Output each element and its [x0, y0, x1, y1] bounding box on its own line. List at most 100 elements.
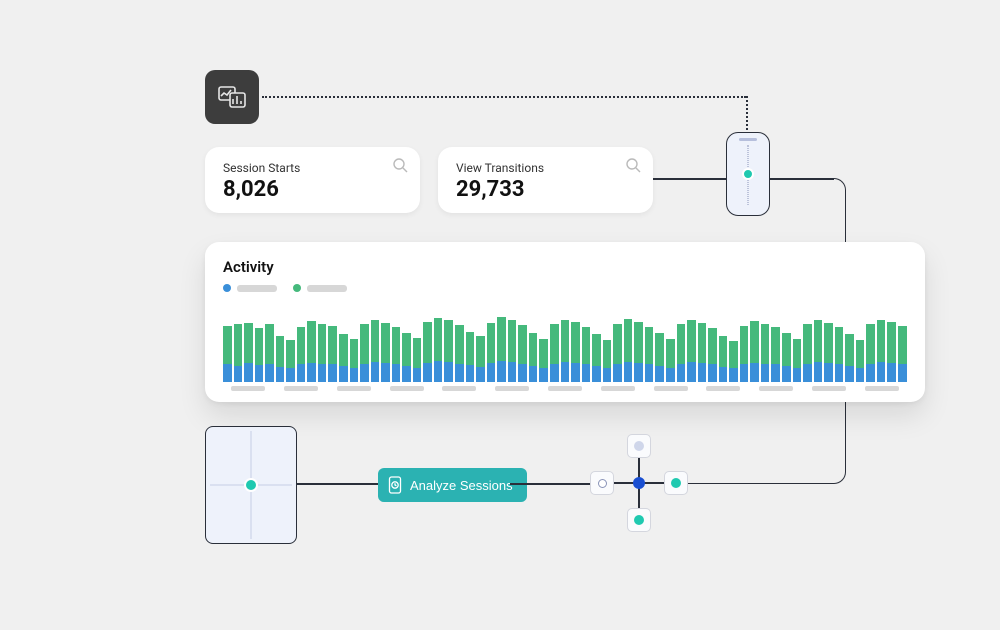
stat-card-view-transitions[interactable]: View Transitions 29,733: [438, 147, 653, 213]
legend-label-placeholder: [237, 285, 277, 292]
chart-bar: [687, 320, 696, 382]
chart-bar: [476, 336, 485, 382]
chart-bar: [561, 320, 570, 382]
chart-bar: [719, 336, 728, 382]
chart-bar: [371, 320, 380, 382]
chart-bar: [339, 334, 348, 382]
chart-bar: [887, 322, 896, 382]
tablet-center-dot: [244, 478, 258, 492]
activity-title: Activity: [223, 258, 907, 276]
chart-bar: [350, 339, 359, 382]
chart-bar: [782, 333, 791, 382]
chart-bar: [402, 333, 411, 382]
chart-bar: [276, 336, 285, 382]
xaxis-tick: [865, 386, 899, 391]
connector-phone-right: [770, 178, 834, 180]
node-left[interactable]: [590, 471, 614, 495]
node-bottom[interactable]: [627, 508, 651, 532]
chart-bar: [265, 324, 274, 382]
phone-center-dot: [742, 168, 754, 180]
chart-bar: [413, 338, 422, 382]
chart-bar: [444, 320, 453, 382]
chart-bar: [392, 327, 401, 382]
connector-button-to-cross: [510, 483, 592, 485]
activity-xaxis: [223, 386, 907, 396]
chart-bar: [307, 321, 316, 382]
xaxis-tick: [284, 386, 318, 391]
chart-bar: [234, 324, 243, 382]
chart-bar: [360, 324, 369, 382]
chart-bar: [750, 321, 759, 382]
legend-item-b: [293, 284, 347, 292]
tablet-device: [205, 426, 297, 544]
connector-dotted-top: [262, 96, 746, 98]
xaxis-tick: [495, 386, 529, 391]
xaxis-tick: [654, 386, 688, 391]
xaxis-tick: [812, 386, 846, 391]
chart-bar: [877, 320, 886, 382]
chart-bar: [771, 327, 780, 382]
chart-bar: [856, 340, 865, 382]
activity-card[interactable]: Activity: [205, 242, 925, 402]
chart-bar: [518, 325, 527, 382]
chart-bar: [666, 339, 675, 382]
chart-bar: [824, 323, 833, 382]
analyze-sessions-button[interactable]: Analyze Sessions: [378, 468, 527, 502]
xaxis-tick: [337, 386, 371, 391]
chart-bar: [255, 328, 264, 382]
phone-clock-icon: [388, 476, 402, 494]
node-top[interactable]: [627, 434, 651, 458]
chart-bar: [529, 333, 538, 382]
chart-bar: [508, 320, 517, 382]
chart-bar: [328, 326, 337, 382]
xaxis-tick: [601, 386, 635, 391]
stat-value: 29,733: [456, 177, 635, 202]
chart-bar: [592, 334, 601, 382]
chart-bar: [582, 327, 591, 382]
chart-bar: [613, 324, 622, 382]
analyze-button-label: Analyze Sessions: [410, 478, 513, 493]
chart-bar: [550, 324, 559, 382]
chart-bar: [455, 325, 464, 382]
xaxis-tick: [442, 386, 476, 391]
chart-bar: [286, 340, 295, 382]
chart-bar: [297, 327, 306, 382]
legend-item-a: [223, 284, 277, 292]
legend-label-placeholder: [307, 285, 347, 292]
chart-bar: [487, 323, 496, 382]
legend-dot-b: [293, 284, 301, 292]
stat-value: 8,026: [223, 177, 402, 202]
chart-bar: [634, 322, 643, 382]
chart-bar: [571, 322, 580, 382]
chart-bar: [845, 334, 854, 382]
node-center[interactable]: [633, 477, 645, 489]
chart-bar: [381, 323, 390, 382]
stat-card-session-starts[interactable]: Session Starts 8,026: [205, 147, 420, 213]
xaxis-tick: [231, 386, 265, 391]
dashboard-icon: [216, 81, 248, 113]
node-right[interactable]: [664, 471, 688, 495]
chart-bar: [814, 320, 823, 382]
connector-corner-br: [832, 470, 846, 484]
stat-title: Session Starts: [223, 161, 402, 175]
chart-bar: [423, 322, 432, 382]
dashboard-icon-box: [205, 70, 259, 124]
chart-bar: [223, 326, 232, 382]
chart-bar: [466, 332, 475, 382]
chart-bar: [698, 323, 707, 382]
chart-bar: [603, 340, 612, 382]
connector-bottom-to-cross: [680, 483, 834, 485]
xaxis-tick: [548, 386, 582, 391]
chart-bar: [761, 324, 770, 382]
chart-bar: [835, 327, 844, 382]
zoom-icon[interactable]: [392, 157, 408, 173]
chart-bar: [655, 333, 664, 382]
connector-dotted-down: [746, 96, 748, 134]
chart-bar: [729, 341, 738, 382]
legend-dot-a: [223, 284, 231, 292]
chart-legend: [223, 284, 907, 292]
chart-bar: [244, 323, 253, 382]
activity-chart: [223, 302, 907, 382]
zoom-icon[interactable]: [625, 157, 641, 173]
xaxis-tick: [706, 386, 740, 391]
